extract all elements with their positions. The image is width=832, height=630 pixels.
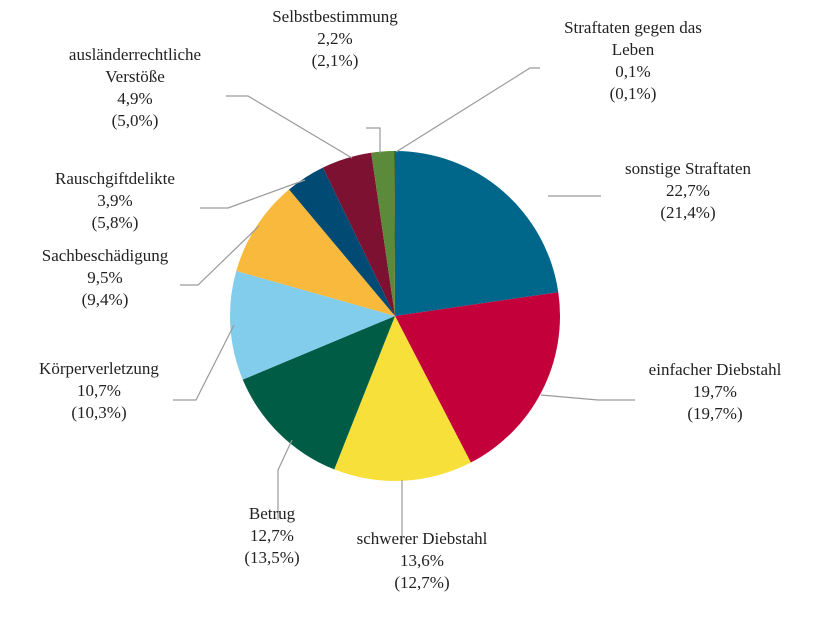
slice-label-6: Rauschgiftdelikte 3,9% (5,8%) [55, 169, 175, 232]
leader-line-7 [226, 95, 353, 159]
slice-label-9: Straftaten gegen das Leben 0,1% (0,1%) [564, 18, 702, 103]
slice-category: Betrug [249, 504, 296, 523]
slice-label-3: Betrug 12,7% (13,5%) [244, 504, 299, 567]
slice-category: sonstige Straftaten [625, 159, 752, 178]
slice-category: Straftaten gegen das [564, 18, 702, 37]
slice-value: 19,7% [693, 382, 737, 401]
slice-label-8: Straftaten gegen diesexuelleSelbstbestim… [267, 0, 403, 70]
leader-line-8 [366, 127, 381, 153]
slice-previous-value: (0,1%) [610, 84, 657, 103]
slice-previous-value: (19,7%) [687, 404, 742, 423]
slice-value: 3,9% [97, 191, 132, 210]
slice-previous-value: (10,3%) [71, 403, 126, 422]
slice-previous-value: (12,7%) [394, 573, 449, 592]
slice-category: sexuelle [307, 0, 363, 4]
slice-value: 13,6% [400, 551, 444, 570]
slice-value: 0,1% [615, 62, 650, 81]
slice-category: Rauschgiftdelikte [55, 169, 175, 188]
slice-label-7: ausländerrechtliche Verstöße 4,9% (5,0%) [69, 45, 201, 130]
pie-slice-7 [322, 152, 395, 316]
pie-slice-3 [242, 316, 395, 470]
leader-line-6 [200, 179, 306, 209]
pie-slice-5 [236, 189, 395, 316]
slice-previous-value: (13,5%) [244, 548, 299, 567]
slice-previous-value: (9,4%) [82, 290, 129, 309]
slice-previous-value: (5,0%) [112, 111, 159, 130]
pie-slice-4 [230, 270, 395, 380]
slice-category: schwerer Diebstahl [357, 529, 488, 548]
leader-lines [173, 67, 635, 545]
slice-value: 22,7% [666, 181, 710, 200]
slice-labels: sonstige Straftaten 22,7% (21,4%) einfacher… [39, 0, 782, 592]
slice-label-2: schwerer Diebstahl 13,6% (12,7%) [357, 529, 488, 592]
slice-previous-value: (2,1%) [312, 51, 359, 70]
slice-value: 9,5% [87, 268, 122, 287]
leader-line-4 [173, 324, 235, 401]
slice-category: Leben [612, 40, 655, 59]
slice-previous-value: (5,8%) [92, 213, 139, 232]
slice-category: Verstöße [105, 67, 164, 86]
slice-value: 12,7% [250, 526, 294, 545]
pie-slice-6 [289, 167, 395, 316]
slice-label-1: einfacher Diebstahl 19,7% (19,7%) [649, 360, 782, 423]
leader-line-1 [540, 394, 635, 401]
slice-category: einfacher Diebstahl [649, 360, 782, 379]
slice-label-4: Körperverletzung 10,7% (10,3%) [39, 359, 159, 422]
slice-label-0: sonstige Straftaten 22,7% (21,4%) [625, 159, 752, 222]
pie-slices [230, 150, 560, 481]
slice-value: 4,9% [117, 89, 152, 108]
leader-line-9 [395, 67, 540, 153]
slice-previous-value: (21,4%) [660, 203, 715, 222]
pie-slice-2 [334, 316, 471, 481]
pie-slice-0 [395, 151, 559, 316]
pie-slice-9 [393, 150, 395, 316]
pie-slice-8 [371, 151, 395, 316]
slice-category: Sachbeschädigung [42, 246, 169, 265]
slice-value: 10,7% [77, 381, 121, 400]
slice-category: Selbstbestimmung [272, 7, 398, 26]
leader-line-3 [277, 439, 293, 520]
slice-label-5: Sachbeschädigung 9,5% (9,4%) [42, 246, 169, 309]
pie-slice-1 [395, 292, 560, 463]
slice-category: Körperverletzung [39, 359, 159, 378]
slice-value: 2,2% [317, 29, 352, 48]
leader-line-5 [180, 225, 260, 286]
slice-category: ausländerrechtliche [69, 45, 201, 64]
